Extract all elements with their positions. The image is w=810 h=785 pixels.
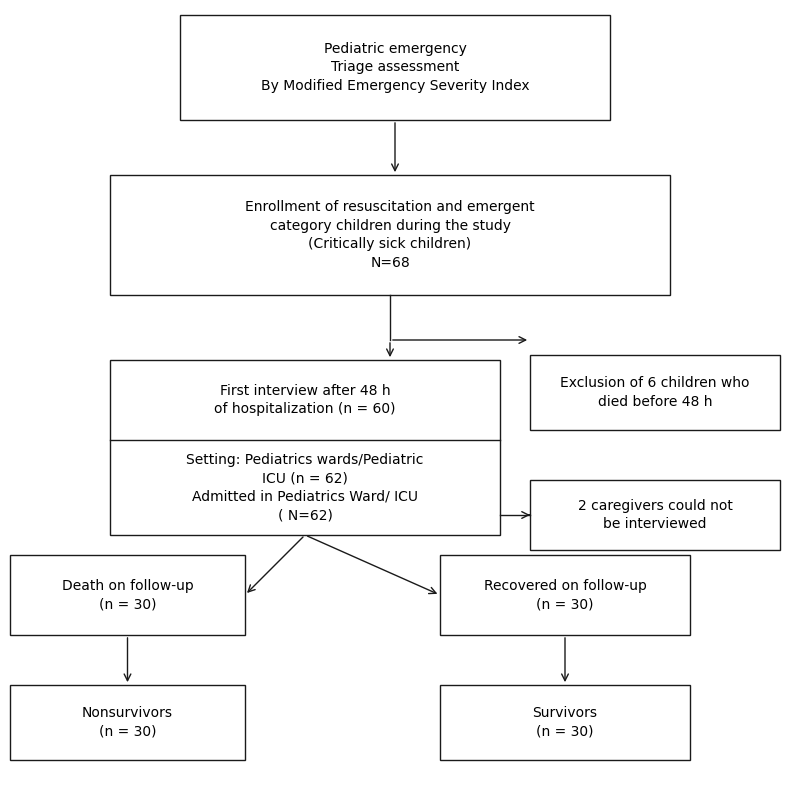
Text: Exclusion of 6 children who
died before 48 h: Exclusion of 6 children who died before …: [561, 376, 750, 409]
Text: Pediatric emergency
Triage assessment
By Modified Emergency Severity Index: Pediatric emergency Triage assessment By…: [261, 42, 529, 93]
Bar: [440, 555, 690, 635]
Bar: [10, 555, 245, 635]
Text: Survivors
(n = 30): Survivors (n = 30): [532, 706, 598, 739]
Bar: [180, 15, 610, 120]
Text: Nonsurvivors
(n = 30): Nonsurvivors (n = 30): [82, 706, 173, 739]
Text: Enrollment of resuscitation and emergent
category children during the study
(Cri: Enrollment of resuscitation and emergent…: [245, 200, 535, 269]
Bar: [10, 685, 245, 760]
Bar: [110, 175, 670, 295]
Text: Recovered on follow-up
(n = 30): Recovered on follow-up (n = 30): [484, 579, 646, 612]
Text: 2 caregivers could not
be interviewed: 2 caregivers could not be interviewed: [578, 498, 732, 531]
Bar: [530, 480, 780, 550]
Bar: [110, 360, 500, 535]
Bar: [530, 355, 780, 430]
Text: First interview after 48 h
of hospitalization (n = 60): First interview after 48 h of hospitaliz…: [215, 384, 396, 416]
Bar: [440, 685, 690, 760]
Text: Setting: Pediatrics wards/Pediatric
ICU (n = 62)
Admitted in Pediatrics Ward/ IC: Setting: Pediatrics wards/Pediatric ICU …: [186, 453, 424, 522]
Text: Death on follow-up
(n = 30): Death on follow-up (n = 30): [62, 579, 194, 612]
